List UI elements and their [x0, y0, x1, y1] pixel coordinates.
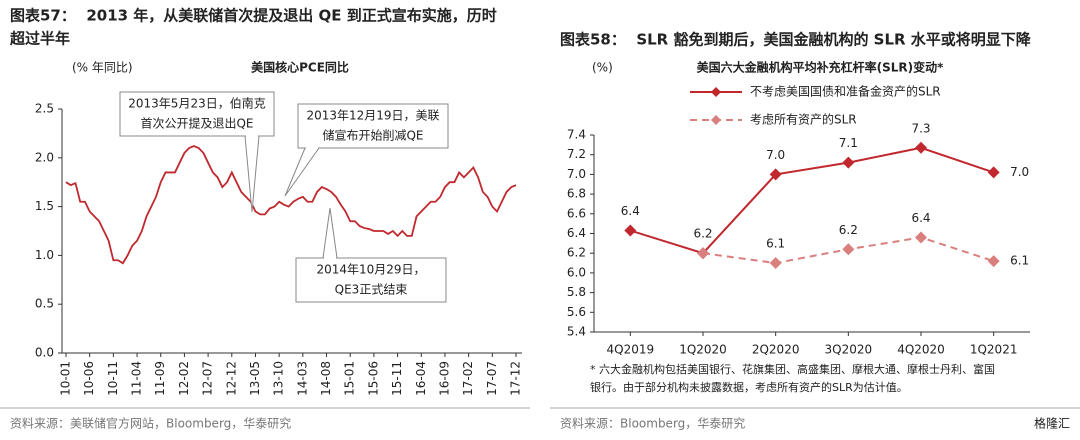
- x-tick-label: 10-01: [59, 361, 73, 396]
- line-series: [630, 146, 994, 255]
- y-tick-label: 6.6: [567, 206, 586, 220]
- x-tick-label: 3Q2020: [825, 343, 873, 357]
- watermark: 格隆汇: [1034, 416, 1070, 431]
- x-tick-label: 14-08: [319, 361, 333, 396]
- footnote: * 六大金融机构包括美国银行、花旗集团、高盛集团、摩根大通、摩根士丹利、富国: [590, 362, 995, 376]
- x-tick-label: 4Q2020: [897, 343, 945, 357]
- x-tick-label: 11-09: [153, 361, 167, 396]
- marker: [624, 224, 637, 237]
- x-tick-label: 15-11: [390, 361, 404, 396]
- y-tick-label: 7.0: [567, 167, 586, 181]
- y-tick-label: 7.2: [567, 147, 586, 161]
- y-tick-label: 2.0: [35, 150, 54, 164]
- footnote: 银行。由于部分机构未披露数据，考虑所有资产的SLR为估计值。: [590, 380, 908, 394]
- y-tick-label: 5.8: [567, 285, 586, 299]
- x-tick-label: 1Q2021: [970, 343, 1018, 357]
- marker: [769, 257, 782, 270]
- x-tick-label: 13-10: [272, 361, 286, 396]
- value-label: 7.0: [1010, 165, 1029, 179]
- marker: [915, 141, 927, 154]
- x-tick-label: 16-09: [437, 361, 451, 396]
- chart-title: 超过半年: [9, 30, 70, 48]
- x-tick-label: 12-07: [201, 361, 215, 396]
- marker: [697, 247, 709, 260]
- callout-pointer: [244, 135, 260, 213]
- callout-box: [119, 91, 275, 137]
- y-tick-label: 5.6: [567, 305, 586, 319]
- marker: [842, 243, 855, 256]
- y-tick-label: 6.8: [567, 187, 586, 201]
- marker: [915, 231, 927, 244]
- y-tick-label: 0.5: [35, 297, 54, 311]
- annotation: 2013年12月19日，美联: [306, 109, 439, 123]
- y-tick-label: 7.4: [567, 128, 586, 142]
- y-tick-label: 0.0: [35, 346, 54, 360]
- x-tick-label: 1Q2020: [679, 343, 727, 357]
- x-tick-label: 13-05: [248, 361, 262, 396]
- marker: [987, 166, 1000, 179]
- x-tick-label: 15-01: [343, 361, 357, 396]
- annotation: 2014年10月29日，: [316, 263, 425, 277]
- x-tick-label: 10-06: [82, 361, 96, 396]
- value-label: 6.2: [839, 223, 858, 237]
- chart-subtitle: 美国六大金融机构平均补充杠杆率(SLR)变动*: [697, 60, 944, 75]
- source: 资料来源：美联储官方网站，Bloomberg，华泰研究: [10, 416, 291, 431]
- chart-title: 图表58： SLR 豁免到期后，美国金融机构的 SLR 水平或将明显下降: [560, 31, 1032, 49]
- x-tick-label: 12-12: [224, 361, 238, 396]
- callout-pointer: [284, 147, 320, 197]
- x-tick-label: 15-06: [366, 361, 380, 396]
- chart-subtitle: 美国核心PCE同比: [251, 60, 349, 75]
- x-tick-label: 14-03: [295, 361, 309, 396]
- y-tick-label: 2.5: [35, 102, 54, 116]
- annotation: QE3正式结束: [335, 283, 408, 297]
- x-tick-label: 17-12: [509, 361, 523, 396]
- value-label: 7.3: [911, 121, 930, 135]
- value-label: 7.0: [766, 148, 785, 162]
- y-tick-label: 1.0: [35, 248, 54, 262]
- x-tick-label: 12-02: [177, 361, 191, 396]
- y-tick-label: 6.4: [567, 226, 586, 240]
- x-tick-label: 4Q2019: [607, 343, 655, 357]
- y-tick-label: 6.0: [567, 265, 586, 279]
- marker: [769, 168, 782, 181]
- value-label: 6.4: [621, 204, 640, 218]
- value-label: 6.1: [1010, 254, 1029, 268]
- annotation: 首次公开提及退出QE: [140, 116, 253, 131]
- y-axis-label: (%): [592, 61, 613, 75]
- x-tick-label: 10-11: [106, 361, 120, 396]
- y-tick-label: 5.4: [567, 325, 586, 339]
- value-label: 7.1: [839, 136, 858, 150]
- source: 资料来源：Bloomberg，华泰研究: [560, 416, 745, 431]
- legend-marker: [711, 115, 721, 125]
- marker: [987, 255, 1000, 268]
- callout-pointer: [322, 207, 338, 259]
- annotation: 储宣布开始削减QE: [322, 128, 423, 143]
- x-tick-label: 17-02: [461, 361, 475, 396]
- value-label: 6.4: [911, 211, 930, 225]
- y-tick-label: 6.2: [567, 246, 586, 260]
- callout-box: [295, 257, 447, 303]
- line-series: [65, 145, 517, 265]
- x-tick-label: 17-07: [485, 361, 499, 396]
- y-axis-label: (% 年同比): [72, 61, 133, 75]
- x-tick-label: 2Q2020: [752, 343, 800, 357]
- chart-title: 图表57： 2013 年，从美联储首次提及退出 QE 到正式宣布实施，历时: [10, 7, 497, 25]
- x-tick-label: 11-04: [130, 361, 144, 396]
- callout-box: [297, 103, 449, 149]
- value-label: 6.1: [766, 237, 785, 251]
- y-tick-label: 1.5: [35, 199, 54, 213]
- marker: [842, 156, 855, 169]
- legend-marker: [711, 87, 721, 97]
- legend-label: 考虑所有资产的SLR: [750, 112, 857, 127]
- legend-label: 不考虑美国国债和准备金资产的SLR: [750, 84, 941, 99]
- x-tick-label: 16-04: [414, 361, 428, 396]
- annotation: 2013年5月23日，伯南克: [128, 96, 265, 111]
- value-label: 6.2: [693, 227, 712, 241]
